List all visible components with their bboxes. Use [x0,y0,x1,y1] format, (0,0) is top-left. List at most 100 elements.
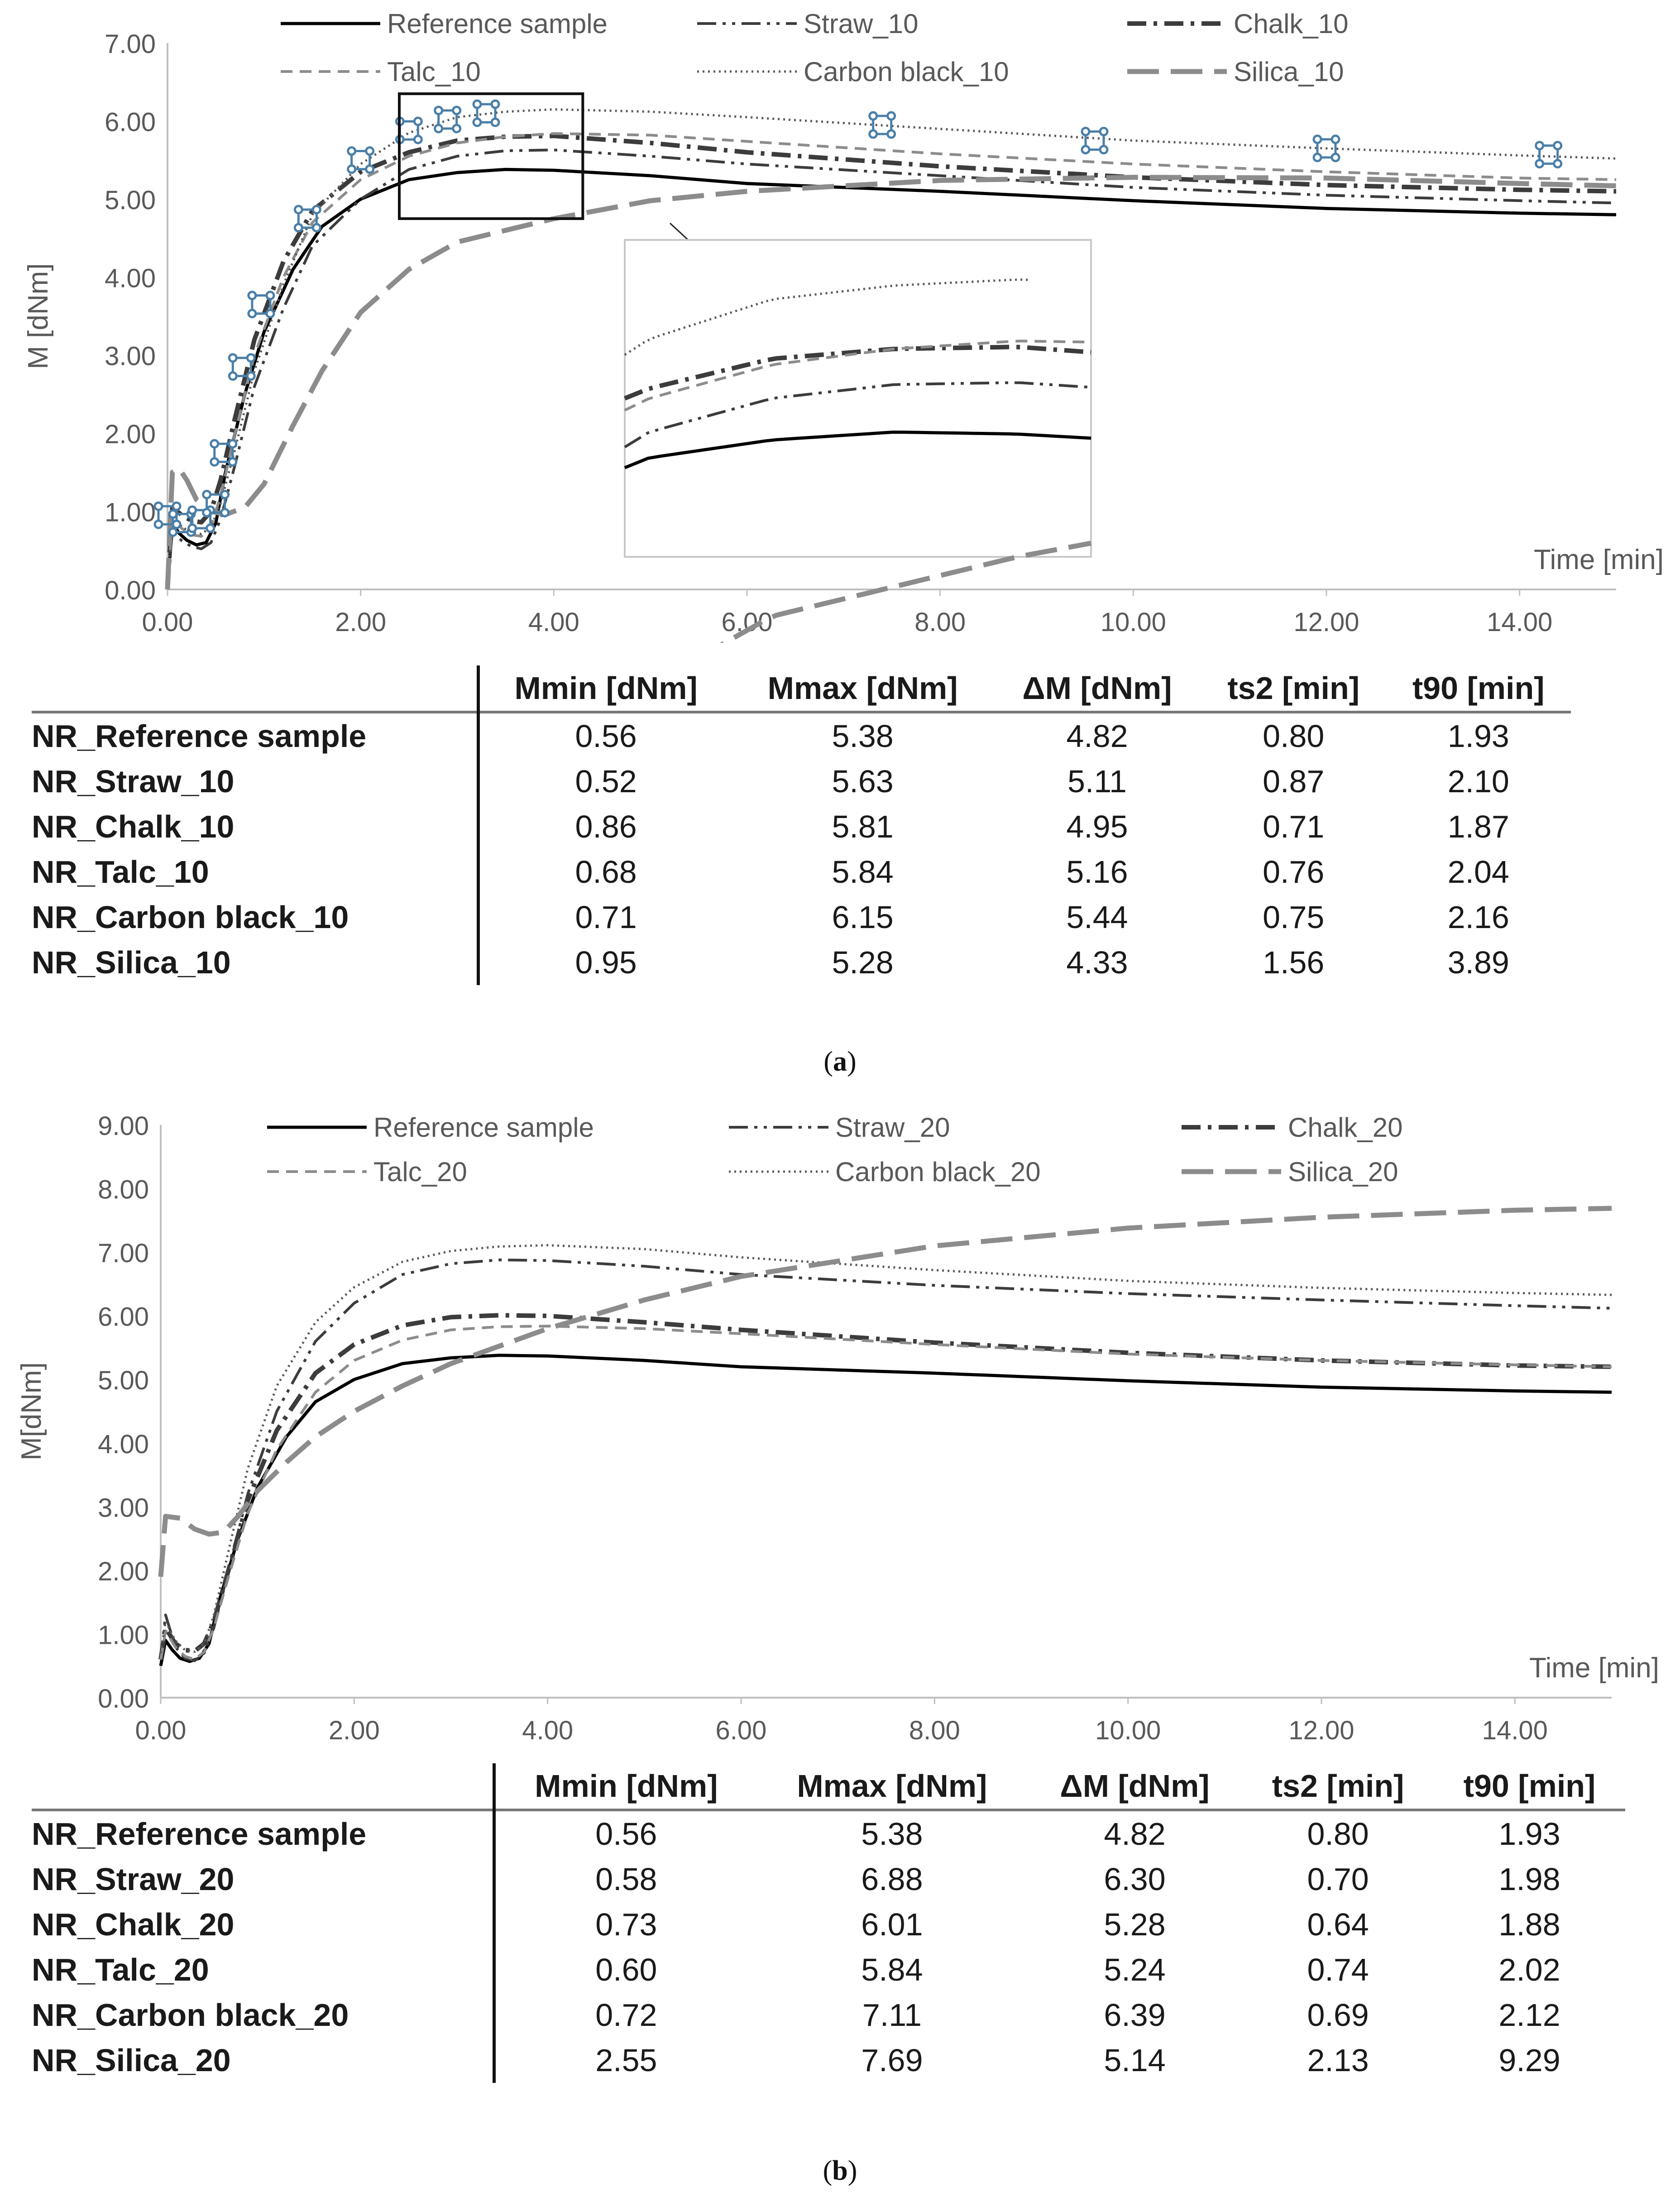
table-a: Mmin [dNm] Mmax [dNm] ΔM [dNm] ts2 [min] t90… [32,665,1571,985]
table-row: NR_Straw_10 0.52 5.63 5.11 0.87 2.10 [32,759,1571,804]
chart-a: 0.00 1.00 2.00 3.00 4.00 5.00 6.00 7.00 0.00 2.00… [23,9,1664,643]
x-tick-label: 10.00 [1101,608,1166,637]
table-row: NR_Carbon black_20 0.72 7.11 6.39 0.69 2.12 [32,1992,1625,2038]
table-row: NR_Talc_10 0.68 5.84 5.16 0.76 2.04 [32,849,1571,895]
table-row: NR_Carbon black_10 0.71 6.15 5.44 0.75 2.16 [32,895,1571,940]
table-cell: 5.81 [832,809,894,844]
legend-label-silica-10: Silica_10 [1234,57,1344,87]
table-cell: 0.80 [1307,1816,1369,1852]
inset-line-talc-10 [624,340,1091,412]
table-row: NR_Talc_20 0.60 5.84 5.24 0.74 2.02 [32,1947,1625,1992]
table-cell: 6.30 [1104,1862,1166,1897]
data-marker [1535,141,1563,169]
table-cell: 2.02 [1498,1952,1560,1987]
table-cell: 5.84 [832,854,894,890]
table-cell: 2.55 [595,2043,657,2078]
caption-b: (b) [823,2155,857,2186]
table-cell: 5.28 [832,945,894,980]
legend-label-silica-20: Silica_20 [1288,1157,1398,1187]
legend-label-reference-sample: Reference sample [373,1112,594,1143]
y-tick-label: 7.00 [105,29,156,59]
row-label: NR_Reference sample [32,712,480,759]
data-marker [1081,127,1109,155]
data-marker [434,105,462,134]
table-cell: 5.16 [1066,854,1128,890]
x-tick-label: 10.00 [1095,1716,1161,1745]
table-cell: 0.73 [595,1907,657,1942]
data-marker [472,99,500,127]
table-cell: 2.04 [1447,854,1509,890]
data-marker [228,353,256,381]
table-cell: 0.60 [595,1952,657,1987]
x-tick-label: 2.00 [329,1716,380,1745]
data-marker [347,146,375,174]
series-line-chalk-10 [165,134,1617,590]
table-cell: 5.14 [1104,2043,1166,2078]
table-cell: 1.87 [1447,809,1509,844]
x-tick-label: 8.00 [909,1716,960,1745]
table-cell: 0.86 [575,809,637,844]
y-tick-label: 7.00 [98,1239,149,1268]
x-tick-label: 6.00 [716,1716,767,1745]
legend-label-straw-20: Straw_20 [835,1112,950,1143]
table-cell: 0.58 [595,1862,657,1897]
table-cell: 0.56 [595,1816,657,1852]
x-tick-label: 12.00 [1288,1716,1354,1745]
zoom-connector [669,222,689,241]
table-cell: 3.89 [1447,945,1509,980]
table-row: NR_Reference sample 0.56 5.38 4.82 0.80 1.93 [32,1810,1625,1857]
series-line-straw-20 [159,1259,1612,1662]
caption-a: (a) [823,1046,857,1077]
header-corner [32,1763,496,1810]
table-cell: 1.98 [1498,1862,1560,1897]
inset-line-carbon-black-10 [624,278,1030,356]
table-row: NR_Reference sample 0.56 5.38 4.82 0.80 1.93 [32,712,1571,759]
series-line-silica-10 [165,175,1617,590]
legend-label-straw-10: Straw_10 [804,9,918,39]
y-tick-label: 8.00 [98,1175,149,1205]
table-cell: 5.28 [1104,1907,1166,1942]
table-row: NR_Silica_10 0.95 5.28 4.33 1.56 3.89 [32,940,1571,985]
data-marker [247,291,275,319]
data-marker [210,439,238,467]
column-header: ts2 [min] [1272,1768,1404,1804]
data-marker [868,111,896,139]
y-tick-label: 3.00 [105,342,156,371]
table-b-header-row: Mmin [dNm] Mmax [dNm] ΔM [dNm] ts2 [min] t90… [32,1763,1625,1810]
y-tick-label: 1.00 [98,1620,149,1650]
inset-panel [624,239,1092,558]
table-cell: 0.71 [575,900,637,935]
inset-line-reference-sample [624,431,1091,469]
data-marker [1312,134,1340,163]
series-line-straw-10 [166,148,1617,590]
table-cell: 1.93 [1498,1816,1560,1852]
data-marker [153,501,182,529]
series-line-silica-20 [158,1206,1612,1577]
table-cell: 0.72 [595,1997,657,2033]
table-cell: 2.12 [1498,1997,1560,2033]
table-row: NR_Straw_20 0.58 6.88 6.30 0.70 1.98 [32,1857,1625,1902]
row-label: NR_Talc_20 [32,1947,496,1992]
column-header: Mmin [dNm] [514,670,698,706]
table-cell: 6.39 [1104,1997,1166,2033]
table-cell: 6.01 [861,1907,923,1942]
table-cell: 4.33 [1066,945,1128,980]
table-cell: 5.63 [832,764,894,799]
table-cell: 1.88 [1498,1907,1560,1942]
series-group [158,1206,1612,1666]
x-tick-label: 8.00 [914,608,966,637]
y-tick-label: 6.00 [98,1302,149,1332]
row-label: NR_Carbon black_10 [32,895,480,940]
table-cell: 0.95 [575,945,637,980]
series-line-talc-20 [159,1325,1612,1661]
x-axis-label: Time [min] [1534,544,1664,575]
table-row: NR_Chalk_10 0.86 5.81 4.95 0.71 1.87 [32,804,1571,849]
legend-label-talc-10: Talc_10 [387,57,481,87]
series-group [165,108,1617,590]
row-label: NR_Chalk_10 [32,804,480,849]
legend-label-reference-sample: Reference sample [387,9,608,39]
table-cell: 0.76 [1263,854,1325,890]
table-cell: 6.88 [861,1862,923,1897]
column-header: ts2 [min] [1227,670,1360,706]
marker-group [153,99,1563,537]
